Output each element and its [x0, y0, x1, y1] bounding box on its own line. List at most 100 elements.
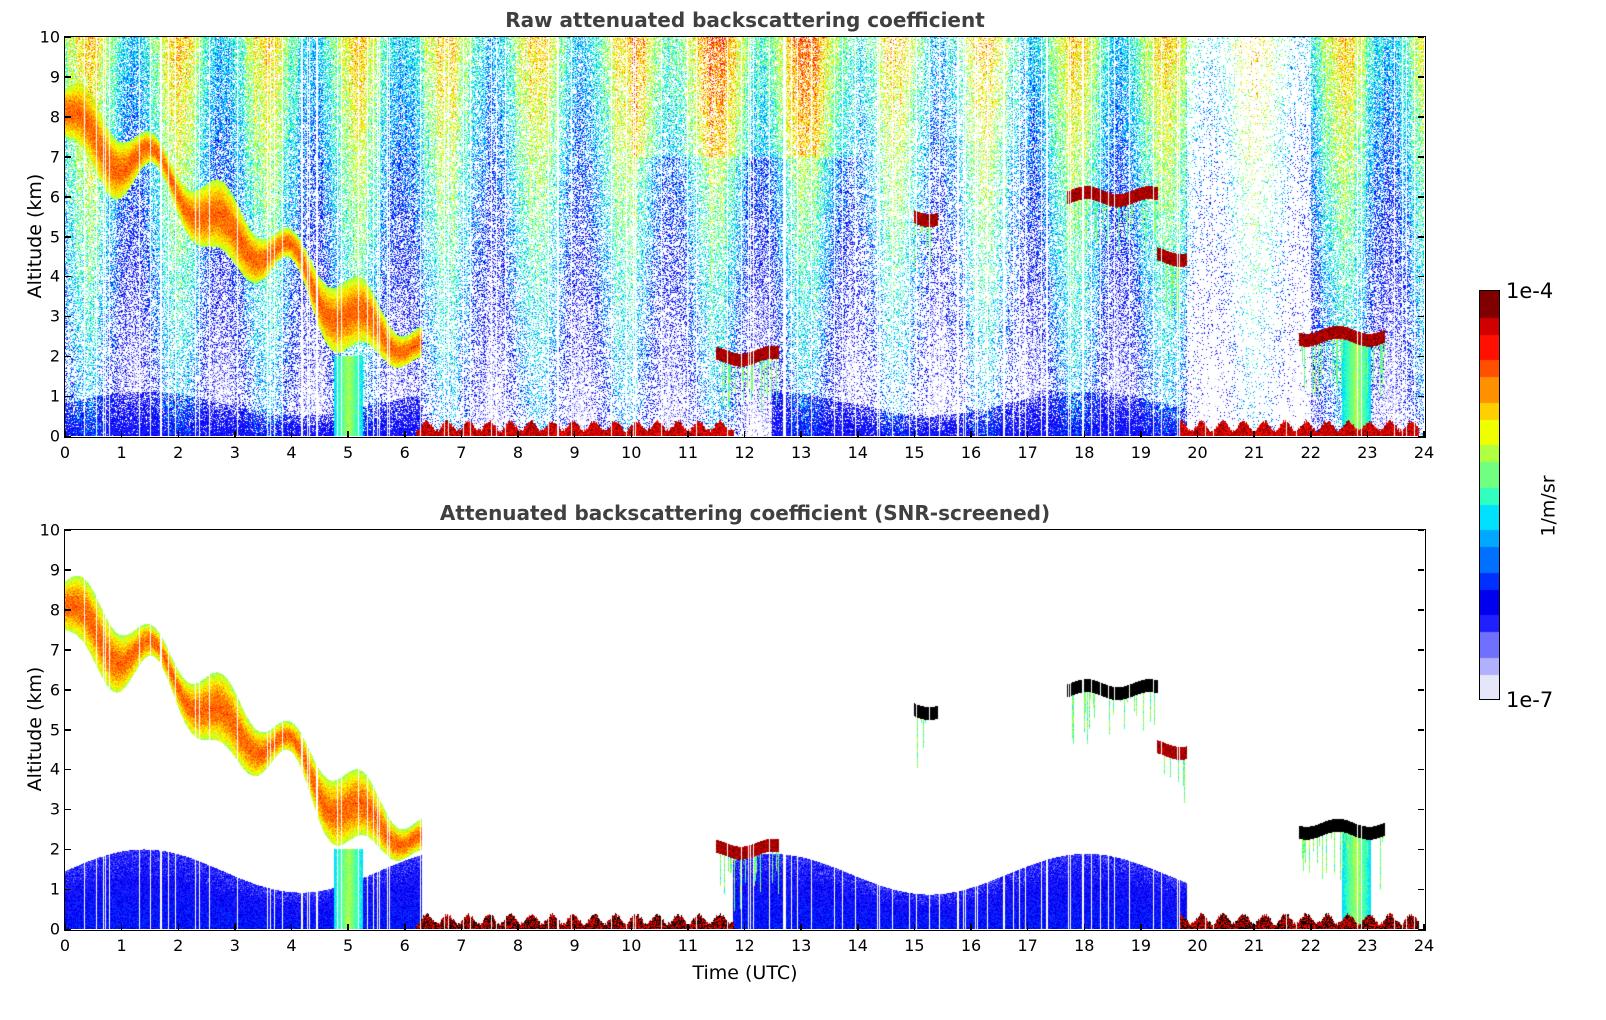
x-tick-mark	[687, 924, 689, 930]
y-tick-label: 3	[49, 306, 60, 326]
x-tick-label: 8	[512, 443, 524, 462]
x-tick-mark	[64, 431, 66, 437]
x-tick-label: 22	[1300, 936, 1321, 955]
x-tick-label: 19	[1130, 936, 1152, 955]
x-tick-mark	[913, 924, 916, 930]
y-tick-mark	[65, 116, 71, 118]
y-tick-mark	[65, 275, 71, 278]
x-tick-label: 17	[1017, 443, 1038, 462]
x-tick-label: 12	[734, 936, 755, 955]
x-tick-mark	[290, 924, 293, 930]
x-tick-mark	[120, 431, 123, 437]
x-tick-label: 11	[677, 443, 699, 462]
x-tick-label: 15	[904, 443, 925, 462]
x-tick-mark	[913, 431, 916, 437]
raw-chart-title: Raw attenuated backscattering coefficien…	[505, 8, 985, 32]
x-tick-mark	[573, 431, 576, 437]
x-tick-mark	[800, 924, 802, 930]
x-tick-mark	[1196, 431, 1199, 437]
y-tick-label: 1	[49, 386, 60, 406]
x-tick-mark	[1026, 924, 1029, 930]
x-tick-mark	[970, 431, 972, 437]
raw-y-axis-label: Altitude (km)	[24, 173, 46, 299]
y-tick-label: 6	[49, 187, 60, 207]
x-tick-label: 10	[621, 443, 642, 462]
x-tick-label: 17	[1017, 936, 1038, 955]
screened-heatmap-image	[65, 530, 1424, 929]
y-tick-label: 9	[49, 67, 60, 87]
y-tick-label: 5	[49, 720, 60, 739]
y-tick-mark	[1418, 236, 1424, 238]
y-tick-label: 8	[49, 600, 60, 620]
y-tick-mark	[65, 355, 71, 358]
x-tick-mark	[687, 431, 689, 437]
y-tick-mark	[1418, 529, 1424, 531]
x-tick-label: 5	[343, 443, 354, 462]
y-tick-mark	[65, 196, 71, 198]
raw-heatmap-axes	[64, 36, 1426, 438]
colorbar	[1479, 290, 1500, 700]
x-tick-mark	[1253, 924, 1255, 930]
y-tick-mark	[1418, 689, 1424, 691]
y-tick-label: 10	[39, 27, 60, 47]
y-tick-mark	[1418, 355, 1424, 358]
x-tick-label: 9	[569, 936, 580, 955]
y-tick-mark	[65, 315, 71, 318]
x-tick-label: 1	[116, 936, 127, 955]
x-tick-mark	[1310, 924, 1312, 930]
x-tick-mark	[1366, 431, 1369, 437]
x-tick-label: 12	[734, 443, 755, 462]
y-tick-mark	[65, 529, 71, 531]
y-tick-mark	[1418, 116, 1424, 118]
y-tick-mark	[65, 729, 71, 731]
y-tick-label: 6	[49, 680, 60, 700]
x-tick-label: 4	[286, 936, 297, 955]
y-tick-mark	[1418, 808, 1424, 811]
x-tick-label: 3	[229, 443, 240, 462]
colorbar-gradient	[1480, 291, 1499, 699]
x-tick-mark	[347, 431, 349, 437]
x-tick-label: 24	[1413, 443, 1435, 462]
x-tick-label: 20	[1187, 936, 1208, 955]
y-tick-mark	[65, 808, 71, 811]
y-tick-mark	[65, 569, 71, 571]
x-tick-mark	[1140, 924, 1142, 930]
x-tick-mark	[1423, 924, 1425, 930]
colorbar-min-label: 1e-7	[1506, 688, 1554, 712]
x-tick-mark	[1196, 924, 1199, 930]
x-tick-mark	[347, 924, 349, 930]
x-tick-label: 11	[677, 936, 699, 955]
x-tick-label: 2	[173, 936, 184, 955]
x-tick-mark	[234, 924, 236, 930]
x-tick-label: 13	[790, 936, 812, 955]
y-tick-label: 0	[49, 426, 60, 446]
x-tick-mark	[1310, 431, 1312, 437]
x-tick-mark	[630, 431, 632, 437]
y-tick-label: 7	[49, 147, 60, 167]
x-tick-label: 21	[1243, 443, 1265, 462]
x-tick-mark	[460, 924, 463, 930]
y-tick-mark	[65, 36, 71, 38]
y-tick-mark	[1418, 729, 1424, 731]
y-tick-mark	[65, 649, 71, 651]
x-tick-label: 3	[229, 936, 240, 955]
x-tick-mark	[1140, 431, 1142, 437]
y-tick-mark	[65, 848, 71, 851]
x-tick-mark	[743, 431, 746, 437]
y-tick-mark	[1418, 156, 1424, 158]
y-tick-mark	[1418, 435, 1424, 437]
x-tick-label: 6	[399, 443, 410, 462]
y-tick-mark	[1418, 36, 1424, 38]
y-tick-label: 9	[49, 560, 60, 580]
y-tick-mark	[1418, 76, 1424, 78]
x-tick-label: 8	[512, 936, 524, 955]
x-tick-mark	[573, 924, 576, 930]
x-tick-mark	[1083, 924, 1085, 930]
colorbar-unit-label: 1/m/sr	[1537, 475, 1560, 537]
x-tick-mark	[1026, 431, 1029, 437]
x-tick-label: 16	[960, 936, 982, 955]
y-tick-mark	[1418, 569, 1424, 571]
y-tick-label: 8	[49, 107, 60, 127]
screened-heatmap-axes	[64, 529, 1426, 931]
x-tick-mark	[404, 924, 406, 930]
